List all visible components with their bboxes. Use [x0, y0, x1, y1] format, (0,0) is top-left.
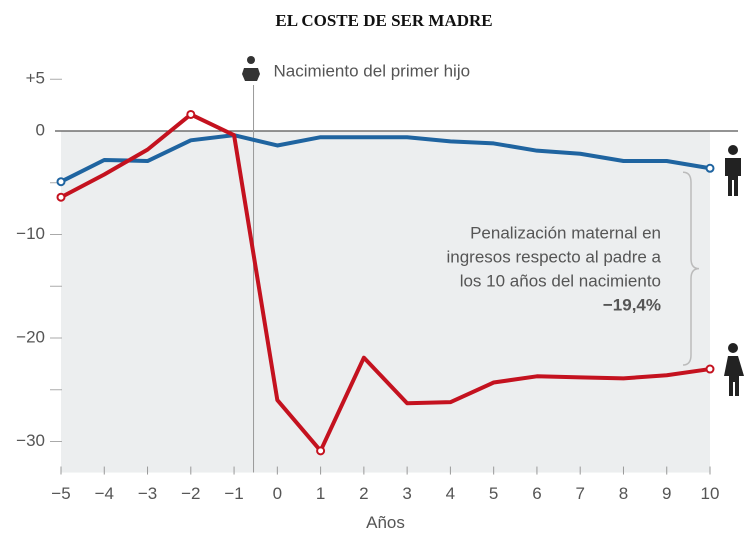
chart-title: EL COSTE DE SER MADRE [275, 11, 492, 30]
x-axis-label: Años [366, 513, 405, 532]
y-tick-label: −30 [16, 431, 45, 450]
x-tick-label: 7 [575, 484, 584, 503]
x-tick-label: 4 [446, 484, 455, 503]
x-tick-label: 3 [402, 484, 411, 503]
baby-icon [242, 56, 260, 81]
x-tick-label: 10 [701, 484, 720, 503]
mother-icon [724, 343, 744, 396]
x-tick-label: 2 [359, 484, 368, 503]
x-tick-label: 9 [662, 484, 671, 503]
x-tick-label: −4 [95, 484, 114, 503]
y-tick-label: −20 [16, 327, 45, 346]
penalty-text: Penalización maternal en [470, 223, 661, 242]
x-tick-label: −5 [51, 484, 70, 503]
birth-annotation: Nacimiento del primer hijo [274, 61, 471, 80]
y-tick-label: 0 [36, 120, 45, 139]
series-line [60, 112, 711, 453]
point-marker [316, 446, 326, 456]
x-tick-label: 8 [619, 484, 628, 503]
shaded-area [61, 131, 710, 473]
penalty-text: los 10 años del nacimiento [460, 271, 661, 290]
point-marker [705, 364, 715, 374]
penalty-value: −19,4% [603, 295, 661, 314]
x-tick-label: 6 [532, 484, 541, 503]
x-tick-label: −3 [138, 484, 157, 503]
x-tick-label: −2 [181, 484, 200, 503]
point-marker [705, 163, 715, 173]
x-tick-label: 0 [273, 484, 282, 503]
penalty-text: ingresos respecto al padre a [446, 247, 661, 266]
point-marker [56, 177, 66, 187]
y-tick-label: +5 [26, 69, 45, 88]
father-icon [725, 145, 741, 196]
series-line [60, 133, 711, 184]
x-tick-label: 5 [489, 484, 498, 503]
brace [682, 171, 700, 366]
point-marker [56, 192, 66, 202]
x-tick-label: 1 [316, 484, 325, 503]
point-marker [186, 109, 196, 119]
y-tick-label: −10 [16, 224, 45, 243]
x-tick-label: −1 [224, 484, 243, 503]
plot: +50−10−20−30−5 −4 −3 −2 −1 0 1 2 3 4 5 6 7 8 9 10AñosNa… [16, 61, 738, 532]
